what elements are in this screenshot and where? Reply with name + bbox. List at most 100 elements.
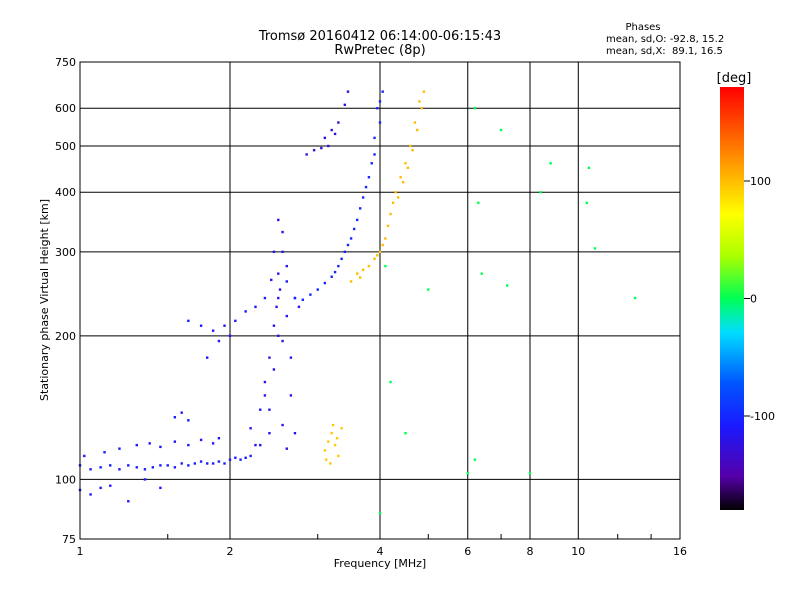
data-point [127,500,130,503]
data-point [89,493,92,496]
data-point [109,464,112,467]
data-point [249,427,252,430]
data-point [143,478,147,481]
data-point [249,454,252,458]
data-point [285,447,288,450]
data-point [277,296,280,300]
data-point [211,462,215,465]
y-tick-label: 500 [55,140,76,153]
data-point [199,460,203,463]
colorbar-tick-label: 100 [750,175,771,188]
y-tick-label: 400 [55,186,76,199]
data-point [99,466,102,469]
data-point [333,132,337,136]
data-point [406,166,410,170]
data-point [427,288,430,291]
data-point [285,314,288,318]
data-point [323,136,327,140]
data-point [259,443,262,447]
data-point [316,288,319,291]
data-point [373,136,376,140]
data-point [205,356,209,359]
data-point [401,180,405,184]
data-point [278,288,282,291]
data-point [327,144,330,148]
data-point [373,153,376,156]
data-point [277,272,280,275]
data-point [330,431,333,435]
data-point [289,356,293,359]
data-point [268,408,271,411]
x-axis-label: Frequency [MHz] [334,557,426,570]
data-point [263,394,267,397]
data-point [480,272,483,275]
data-point [293,296,297,300]
data-point [239,458,242,461]
data-point [381,90,384,93]
data-point [309,293,312,296]
chart-subtitle: RwPretec (8p) [334,43,425,58]
data-point [277,334,280,338]
data-point [376,107,379,110]
data-point [473,107,477,110]
data-point [234,456,237,459]
x-tick-label: 10 [571,545,585,558]
data-point [118,447,121,450]
chart-title: Tromsø 20160412 06:14:00-06:15:43 [258,29,501,44]
data-point [83,454,86,458]
data-point [148,442,151,445]
data-point [346,90,350,93]
data-point [289,394,293,397]
data-point [211,442,215,445]
data-point [528,472,532,475]
data-point [281,250,284,254]
data-point [477,201,480,205]
data-point [378,100,382,103]
data-point [361,196,365,199]
data-point [337,121,340,124]
plot-frame [79,61,681,540]
x-tick-label: 16 [673,545,687,558]
y-tick-label: 75 [62,533,76,546]
data-point [355,272,359,275]
y-tick-label: 600 [55,102,76,115]
data-point [187,443,190,447]
data-point [193,462,197,465]
data-point [389,212,392,216]
data-point [367,264,371,268]
data-point [633,296,637,300]
data-point [404,162,407,165]
data-point [343,250,347,254]
data-point [358,207,362,210]
data-point [217,339,221,343]
data-point [323,281,327,285]
tick-labels: 1 2 4 6 8 10 16 75 100 200 300 400 500 600 750 [55,56,687,558]
data-point [228,334,232,338]
data-points [78,90,637,515]
data-point [337,454,340,458]
data-point [364,185,368,189]
data-point [263,296,267,300]
data-point [394,191,397,194]
data-point [333,270,337,274]
data-point [352,227,356,231]
data-point [422,90,426,93]
x-tick-label: 6 [464,545,471,558]
x-tick-label: 4 [377,545,384,558]
data-point [381,243,384,247]
data-point [228,458,232,461]
y-tick-label: 300 [55,246,76,259]
data-point [103,451,106,454]
data-point [270,278,273,282]
data-point [285,280,288,283]
x-tick-label: 8 [527,545,534,558]
data-point [268,431,271,435]
x-tick-label: 2 [227,545,234,558]
data-point [355,218,359,222]
colorbar-tick-label: -100 [750,410,775,423]
data-point [187,319,190,323]
data-point [259,408,262,411]
data-point [281,423,284,427]
data-point [187,419,190,422]
data-point [272,368,276,371]
